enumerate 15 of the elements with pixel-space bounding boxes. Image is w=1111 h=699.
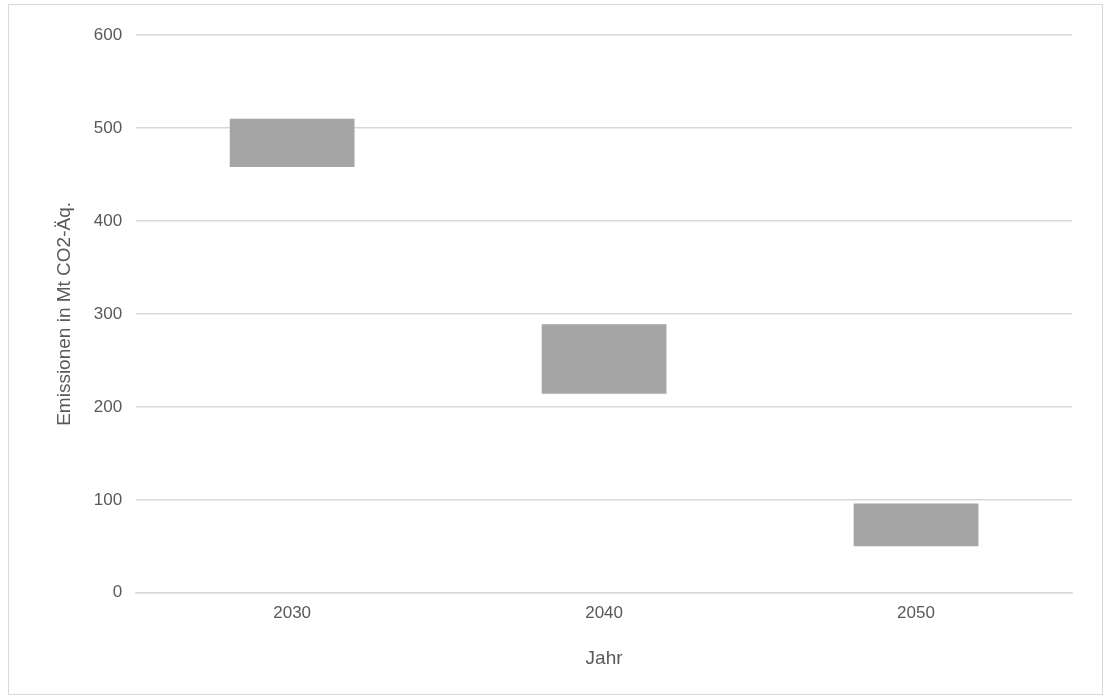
y-tick-label: 200 — [93, 396, 123, 416]
y-tick-label: 600 — [93, 24, 123, 44]
y-tick-label: 0 — [112, 582, 123, 602]
y-tick-label: 400 — [93, 210, 123, 230]
x-tick-label: 2040 — [585, 602, 623, 622]
y-axis-title: Emissionen in Mt CO2-Äq. — [52, 201, 74, 426]
x-axis-title: Jahr — [585, 646, 624, 668]
bar — [541, 324, 667, 394]
bar — [853, 503, 979, 547]
y-tick-label: 100 — [93, 489, 123, 509]
x-tick-label: 2030 — [273, 602, 312, 622]
x-tick-label: 2050 — [897, 602, 935, 622]
y-tick-label: 300 — [93, 303, 123, 323]
y-tick-label: 500 — [93, 117, 123, 137]
bar — [229, 118, 355, 168]
